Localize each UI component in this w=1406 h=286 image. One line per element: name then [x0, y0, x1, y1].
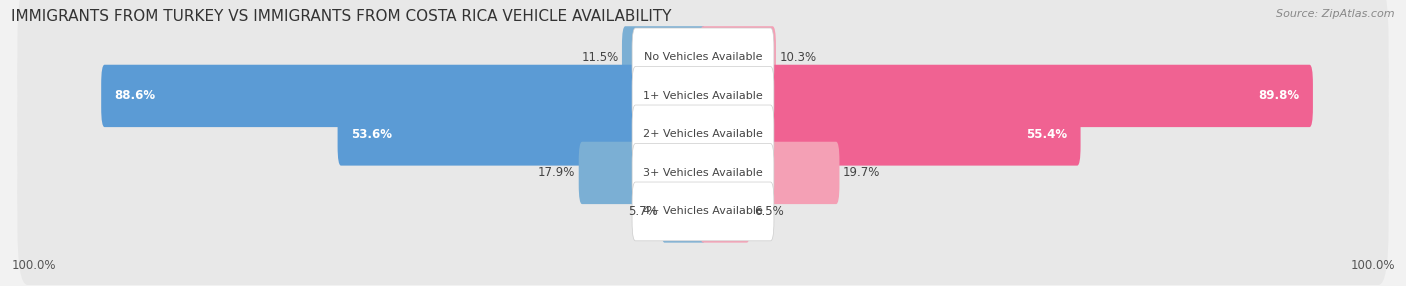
FancyBboxPatch shape	[633, 105, 773, 164]
FancyBboxPatch shape	[17, 99, 1389, 247]
Text: 1+ Vehicles Available: 1+ Vehicles Available	[643, 91, 763, 101]
Text: 10.3%: 10.3%	[779, 51, 817, 64]
Text: 2+ Vehicles Available: 2+ Vehicles Available	[643, 130, 763, 139]
FancyBboxPatch shape	[700, 103, 1081, 166]
Text: 6.5%: 6.5%	[754, 205, 783, 218]
FancyBboxPatch shape	[17, 138, 1389, 285]
FancyBboxPatch shape	[633, 67, 773, 125]
FancyBboxPatch shape	[633, 28, 773, 87]
Text: 5.7%: 5.7%	[628, 205, 658, 218]
Text: 55.4%: 55.4%	[1026, 128, 1067, 141]
Text: 4+ Vehicles Available: 4+ Vehicles Available	[643, 206, 763, 217]
FancyBboxPatch shape	[621, 26, 706, 89]
Text: 89.8%: 89.8%	[1258, 90, 1299, 102]
Text: Source: ZipAtlas.com: Source: ZipAtlas.com	[1277, 9, 1395, 19]
FancyBboxPatch shape	[633, 144, 773, 202]
Text: 88.6%: 88.6%	[115, 90, 156, 102]
Text: 3+ Vehicles Available: 3+ Vehicles Available	[643, 168, 763, 178]
FancyBboxPatch shape	[17, 61, 1389, 208]
Text: IMMIGRANTS FROM TURKEY VS IMMIGRANTS FROM COSTA RICA VEHICLE AVAILABILITY: IMMIGRANTS FROM TURKEY VS IMMIGRANTS FRO…	[11, 9, 672, 23]
Text: 100.0%: 100.0%	[1350, 259, 1395, 273]
FancyBboxPatch shape	[101, 65, 706, 127]
FancyBboxPatch shape	[337, 103, 706, 166]
FancyBboxPatch shape	[579, 142, 706, 204]
Text: 100.0%: 100.0%	[11, 259, 56, 273]
Text: 17.9%: 17.9%	[538, 166, 575, 179]
Text: No Vehicles Available: No Vehicles Available	[644, 52, 762, 62]
Text: 19.7%: 19.7%	[842, 166, 880, 179]
FancyBboxPatch shape	[633, 182, 773, 241]
FancyBboxPatch shape	[700, 65, 1313, 127]
FancyBboxPatch shape	[17, 22, 1389, 169]
Text: 11.5%: 11.5%	[581, 51, 619, 64]
FancyBboxPatch shape	[700, 26, 776, 89]
FancyBboxPatch shape	[661, 180, 706, 243]
Text: 53.6%: 53.6%	[352, 128, 392, 141]
Legend: Immigrants from Turkey, Immigrants from Costa Rica: Immigrants from Turkey, Immigrants from …	[509, 281, 897, 286]
FancyBboxPatch shape	[700, 180, 751, 243]
FancyBboxPatch shape	[17, 0, 1389, 131]
FancyBboxPatch shape	[700, 142, 839, 204]
